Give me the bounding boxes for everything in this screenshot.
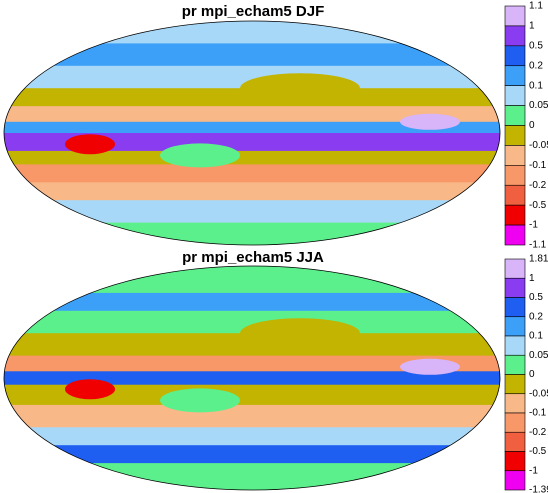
colorbar-label: 1.1 xyxy=(529,1,543,12)
panel-title: pr mpi_echam5 DJF xyxy=(182,3,325,20)
colorbar-label: 0.5 xyxy=(529,40,543,51)
colorbar-label: -1 xyxy=(529,465,538,476)
colorbar-label: -0.1 xyxy=(529,160,547,171)
map-band xyxy=(4,88,500,107)
map-band xyxy=(4,121,500,134)
map-band xyxy=(4,222,500,245)
colorbar-label: -0.1 xyxy=(529,408,547,419)
colorbar-box xyxy=(504,431,526,452)
colorbar-label: 0.1 xyxy=(529,331,543,342)
map-band xyxy=(4,150,500,165)
colorbar-label: 0.05 xyxy=(529,100,548,111)
colorbar-box xyxy=(504,85,526,106)
colorbar-label: 0 xyxy=(529,120,535,131)
panel-title: pr mpi_echam5 JJA xyxy=(182,249,324,266)
map-band xyxy=(4,266,500,294)
colorbar-label: -0.05 xyxy=(529,140,548,151)
colorbar-label: -1 xyxy=(529,220,538,231)
map-band xyxy=(4,65,500,89)
map-blob xyxy=(240,318,360,349)
colorbar-label: -0.5 xyxy=(529,200,547,211)
map-blob xyxy=(160,143,240,168)
colorbar-label: -0.2 xyxy=(529,427,547,438)
colorbar-box xyxy=(504,25,526,47)
colorbar-box xyxy=(504,165,526,186)
colorbar-label: 0.2 xyxy=(529,60,543,71)
map-band xyxy=(4,43,500,67)
colorbar-box xyxy=(504,105,526,126)
map-band xyxy=(4,310,500,334)
colorbar-box xyxy=(504,412,526,433)
map-band xyxy=(4,21,500,44)
colorbar-box xyxy=(504,335,526,356)
colorbar-label: 0.2 xyxy=(529,311,543,322)
colorbar-label: -0.5 xyxy=(529,446,547,457)
colorbar-box xyxy=(504,354,526,375)
map-band xyxy=(4,371,500,386)
map-band xyxy=(4,427,500,446)
colorbar-label: -0.05 xyxy=(529,388,548,399)
colorbar-box xyxy=(504,145,526,166)
colorbar-label: 1 xyxy=(529,21,535,32)
map xyxy=(4,21,500,245)
colorbar-label: 0.05 xyxy=(529,350,548,361)
map-outline xyxy=(3,265,501,491)
colorbar-box xyxy=(504,297,526,318)
colorbar-box xyxy=(504,470,526,491)
colorbar-label: 0 xyxy=(529,369,535,380)
colorbar-box xyxy=(504,374,526,395)
colorbar-box xyxy=(504,65,526,86)
colorbar-box xyxy=(504,393,526,414)
map-blob xyxy=(65,134,115,155)
colorbar-box xyxy=(504,277,526,298)
colorbar-box xyxy=(504,125,526,146)
map-band xyxy=(4,182,500,201)
colorbar-box xyxy=(504,316,526,337)
map-band xyxy=(4,445,500,464)
colorbar-box xyxy=(504,184,526,206)
map-band xyxy=(4,164,500,183)
colorbar-box xyxy=(504,5,526,27)
map-band xyxy=(4,106,500,123)
map xyxy=(4,266,500,490)
colorbar-label: 0.1 xyxy=(529,80,543,91)
map-outline xyxy=(3,20,501,246)
colorbar-label: -0.2 xyxy=(529,180,547,191)
colorbar-box xyxy=(504,224,526,246)
map-blob xyxy=(65,379,115,400)
map-blob xyxy=(160,388,240,413)
map-band xyxy=(4,355,500,372)
colorbar-box xyxy=(504,204,526,226)
colorbar-label: 1.81 xyxy=(529,254,548,265)
colorbar-label: -1.1 xyxy=(529,240,547,251)
map-band xyxy=(4,404,500,428)
map-band xyxy=(4,463,500,490)
colorbar-label: 0.5 xyxy=(529,292,543,303)
map-blob xyxy=(400,113,460,130)
colorbar-box xyxy=(504,258,526,279)
map-band xyxy=(4,133,500,152)
colorbar-label: -1.39 xyxy=(529,485,548,493)
map-blob xyxy=(400,358,460,375)
colorbar-box xyxy=(504,451,526,472)
colorbar-box xyxy=(504,45,526,67)
colorbar-label: 1 xyxy=(529,273,535,284)
map-band xyxy=(4,200,500,224)
map-band xyxy=(4,292,500,312)
map-blob xyxy=(240,73,360,104)
map-band xyxy=(4,333,500,357)
map-band xyxy=(4,384,500,406)
